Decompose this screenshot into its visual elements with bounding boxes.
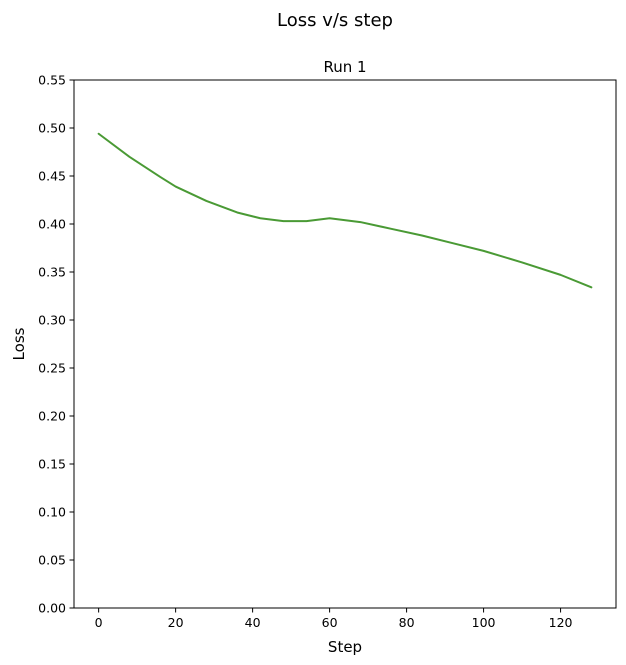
x-axis-ticks: 0 20 40 60 80 100 120 [95,608,573,630]
x-tick-label: 0 [95,615,103,630]
x-tick-label: 100 [472,615,496,630]
loss-series-line [97,132,593,289]
y-axis-label: Loss [10,327,28,360]
axes-title: Run 1 [323,58,366,76]
x-tick-label: 120 [549,615,573,630]
y-tick-label: 0.00 [38,601,66,616]
chart-suptitle: Loss v/s step [277,10,393,31]
series-layer [97,132,593,289]
y-tick-label: 0.05 [38,553,66,568]
y-tick-label: 0.50 [38,121,66,136]
y-tick-label: 0.30 [38,313,66,328]
y-tick-label: 0.45 [38,169,66,184]
y-tick-label: 0.20 [38,409,66,424]
y-tick-label: 0.40 [38,217,66,232]
y-axis-ticks: 0.00 0.05 0.10 0.15 0.20 0.25 0.30 0.35 0.40 0.45… [38,73,74,616]
y-tick-label: 0.25 [38,361,66,376]
x-axis-label: Step [328,638,362,656]
x-tick-label: 40 [245,615,261,630]
y-tick-label: 0.10 [38,505,66,520]
x-tick-label: 80 [399,615,415,630]
x-tick-label: 20 [168,615,184,630]
y-tick-label: 0.35 [38,265,66,280]
x-tick-label: 60 [322,615,338,630]
y-tick-label: 0.15 [38,457,66,472]
plot-area-frame [73,79,617,609]
y-tick-label: 0.55 [38,73,66,88]
